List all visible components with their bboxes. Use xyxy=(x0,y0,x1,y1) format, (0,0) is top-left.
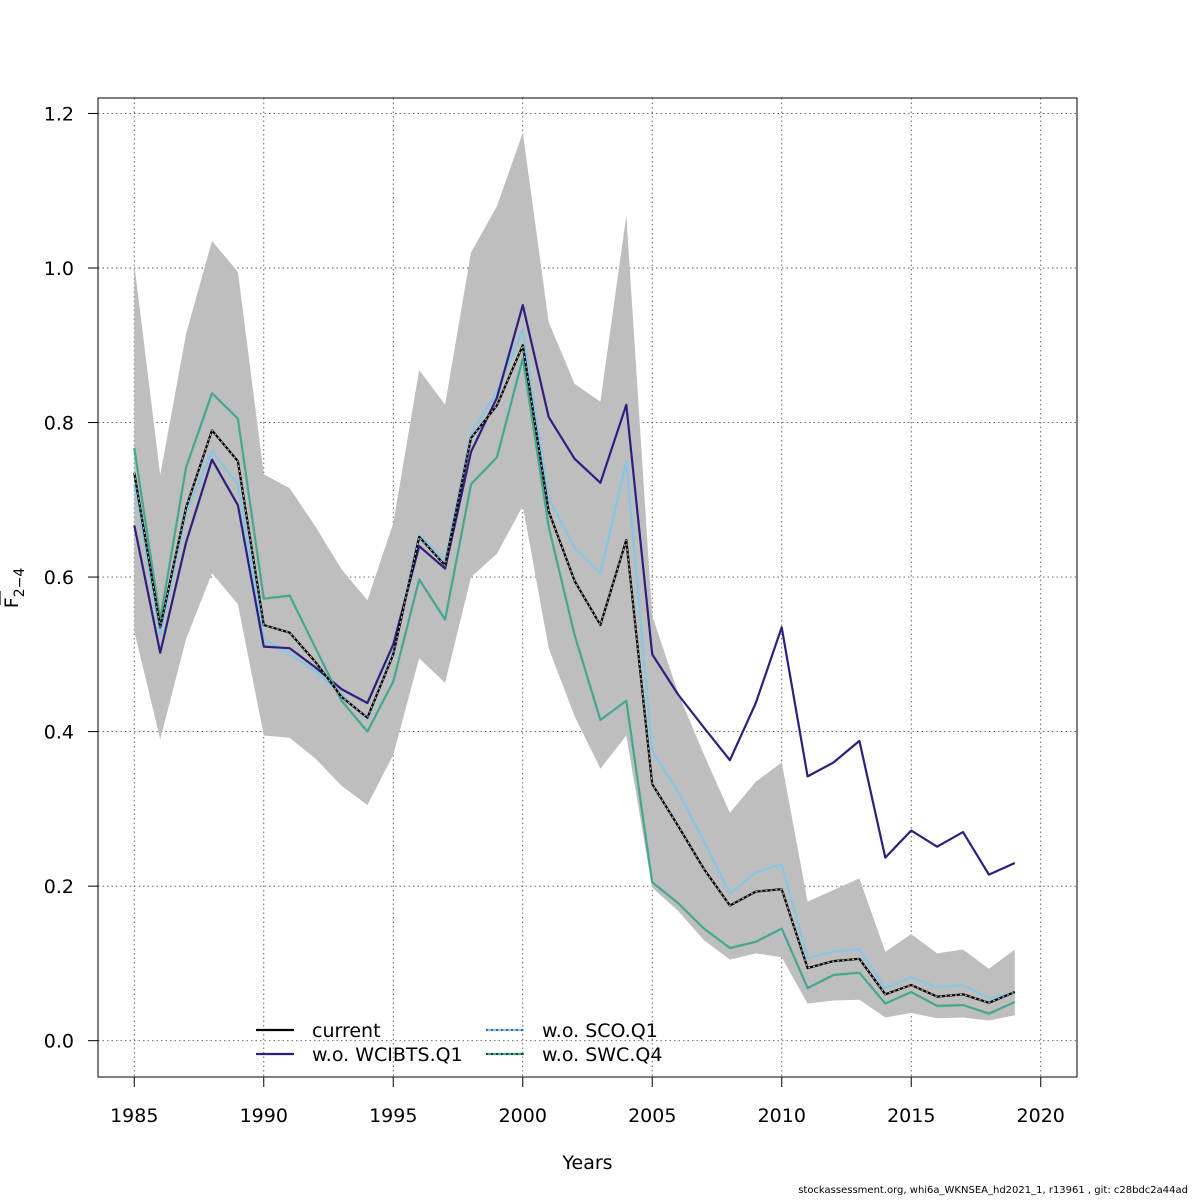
legend-label-w-o-wcibts-q1: w.o. WCIBTS.Q1 xyxy=(312,1044,463,1066)
series-line-w-o-swc-q4 xyxy=(133,357,1016,1015)
legend-label-current: current xyxy=(312,1020,381,1042)
x-tick-label: 2020 xyxy=(1017,1105,1065,1127)
confidence-band-area xyxy=(134,132,1015,1021)
series-line-current-dots xyxy=(133,343,1016,1004)
x-axis: 1985 1990 1995 2000 2005 2010 2015 2020 xyxy=(110,1077,1065,1127)
x-tick-label: 2010 xyxy=(758,1105,806,1127)
svg-text:F2−4: F2−4 xyxy=(1,568,28,609)
series-line-w-o-sco-q1 xyxy=(133,328,1016,1000)
series-line-w-o-wcibts-q1 xyxy=(133,304,1016,876)
x-tick-label: 1990 xyxy=(240,1105,288,1127)
confidence-band xyxy=(134,132,1015,1021)
legend-label-w-o-sco-q1: w.o. SCO.Q1 xyxy=(542,1020,658,1042)
x-tick-label: 2015 xyxy=(887,1105,935,1127)
x-tick-label: 1985 xyxy=(110,1105,158,1127)
x-axis-title: Years xyxy=(561,1152,612,1174)
y-tick-label: 1.2 xyxy=(44,103,74,125)
x-tick-label: 2000 xyxy=(499,1105,547,1127)
y-tick-label: 0.8 xyxy=(44,413,74,435)
series-lines xyxy=(133,304,1016,1015)
x-tick-label: 1995 xyxy=(369,1105,417,1127)
y-tick-label: 0.6 xyxy=(44,567,74,589)
legend-label-w-o-swc-q4: w.o. SWC.Q4 xyxy=(542,1044,662,1066)
x-tick-label: 2005 xyxy=(628,1105,676,1127)
plot-frame xyxy=(97,97,1078,1078)
y-tick-label: 1.0 xyxy=(44,258,74,280)
y-tick-label: 0.2 xyxy=(44,876,74,898)
y-axis-title-subscript: 2−4 xyxy=(12,568,28,598)
y-axis: 0.0 0.2 0.4 0.6 0.8 1.0 1.2 xyxy=(44,103,98,1053)
y-tick-label: 0.4 xyxy=(44,722,74,744)
y-tick-label: 0.0 xyxy=(44,1031,74,1053)
y-axis-title-main: F xyxy=(1,597,23,608)
footer-credit: stockassessment.org, whi6a_WKNSEA_hd2021… xyxy=(798,1185,1188,1196)
y-axis-title: F2−4 xyxy=(0,568,28,609)
